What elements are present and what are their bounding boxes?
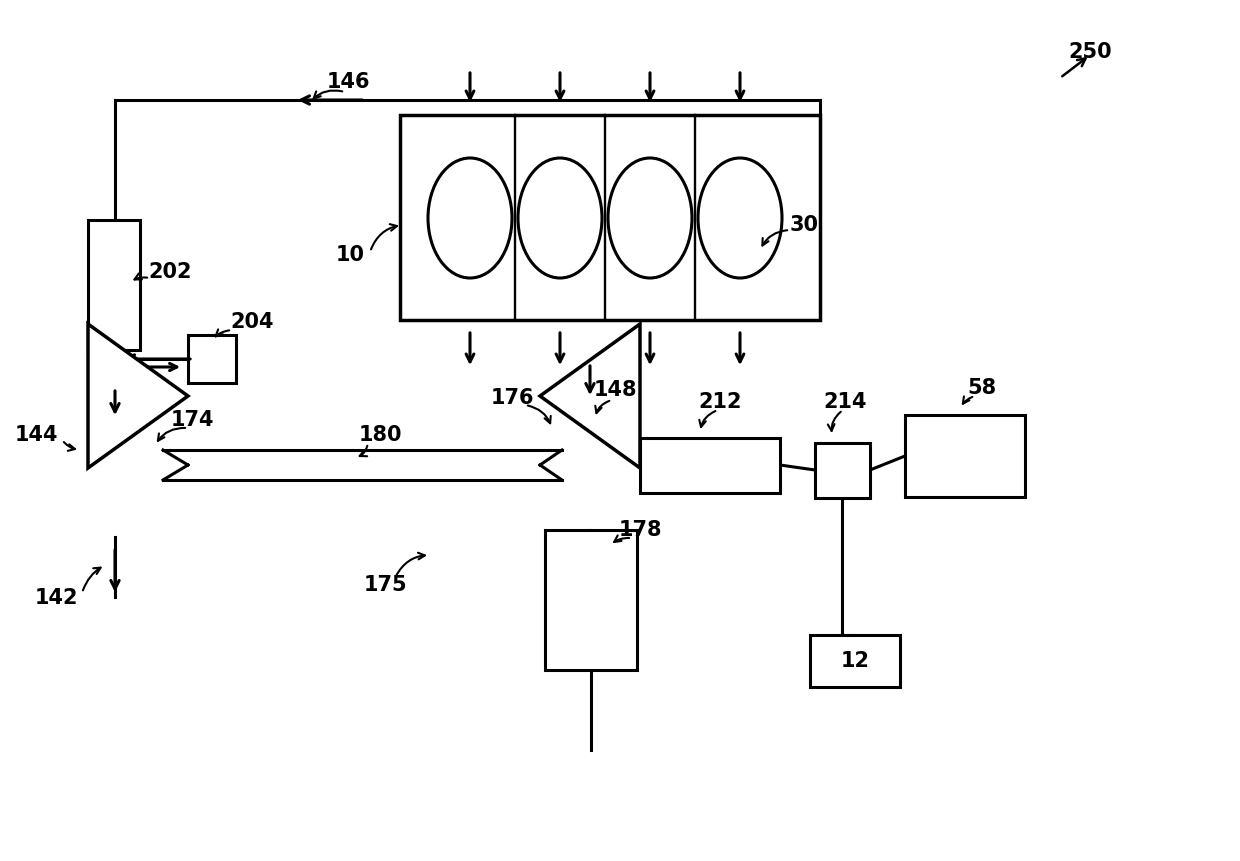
Text: 58: 58 bbox=[967, 378, 997, 398]
Text: 178: 178 bbox=[619, 520, 662, 540]
Ellipse shape bbox=[698, 158, 782, 278]
Text: 12: 12 bbox=[841, 651, 869, 671]
Bar bbox=[546, 530, 637, 670]
Polygon shape bbox=[88, 324, 188, 468]
Text: 142: 142 bbox=[35, 588, 78, 608]
Ellipse shape bbox=[518, 158, 601, 278]
Bar bbox=[401, 115, 820, 320]
Text: 144: 144 bbox=[15, 425, 58, 445]
Polygon shape bbox=[539, 324, 640, 468]
Ellipse shape bbox=[608, 158, 692, 278]
Text: 250: 250 bbox=[1068, 42, 1112, 62]
Text: 180: 180 bbox=[358, 425, 402, 445]
Text: 214: 214 bbox=[823, 392, 867, 412]
Text: 204: 204 bbox=[229, 312, 274, 332]
Text: 30: 30 bbox=[790, 215, 818, 235]
Bar bbox=[905, 415, 1025, 497]
Text: 175: 175 bbox=[363, 575, 407, 595]
Text: 146: 146 bbox=[326, 72, 370, 92]
Bar bbox=[815, 443, 870, 498]
Bar bbox=[188, 335, 236, 383]
Text: 212: 212 bbox=[698, 392, 742, 412]
Bar bbox=[810, 635, 900, 687]
Text: 202: 202 bbox=[148, 262, 191, 282]
Bar bbox=[640, 438, 780, 493]
Bar bbox=[88, 220, 140, 350]
Text: 10: 10 bbox=[336, 245, 365, 265]
Text: 176: 176 bbox=[490, 388, 533, 408]
Ellipse shape bbox=[428, 158, 512, 278]
Text: 148: 148 bbox=[593, 380, 637, 400]
Text: 174: 174 bbox=[170, 410, 213, 430]
